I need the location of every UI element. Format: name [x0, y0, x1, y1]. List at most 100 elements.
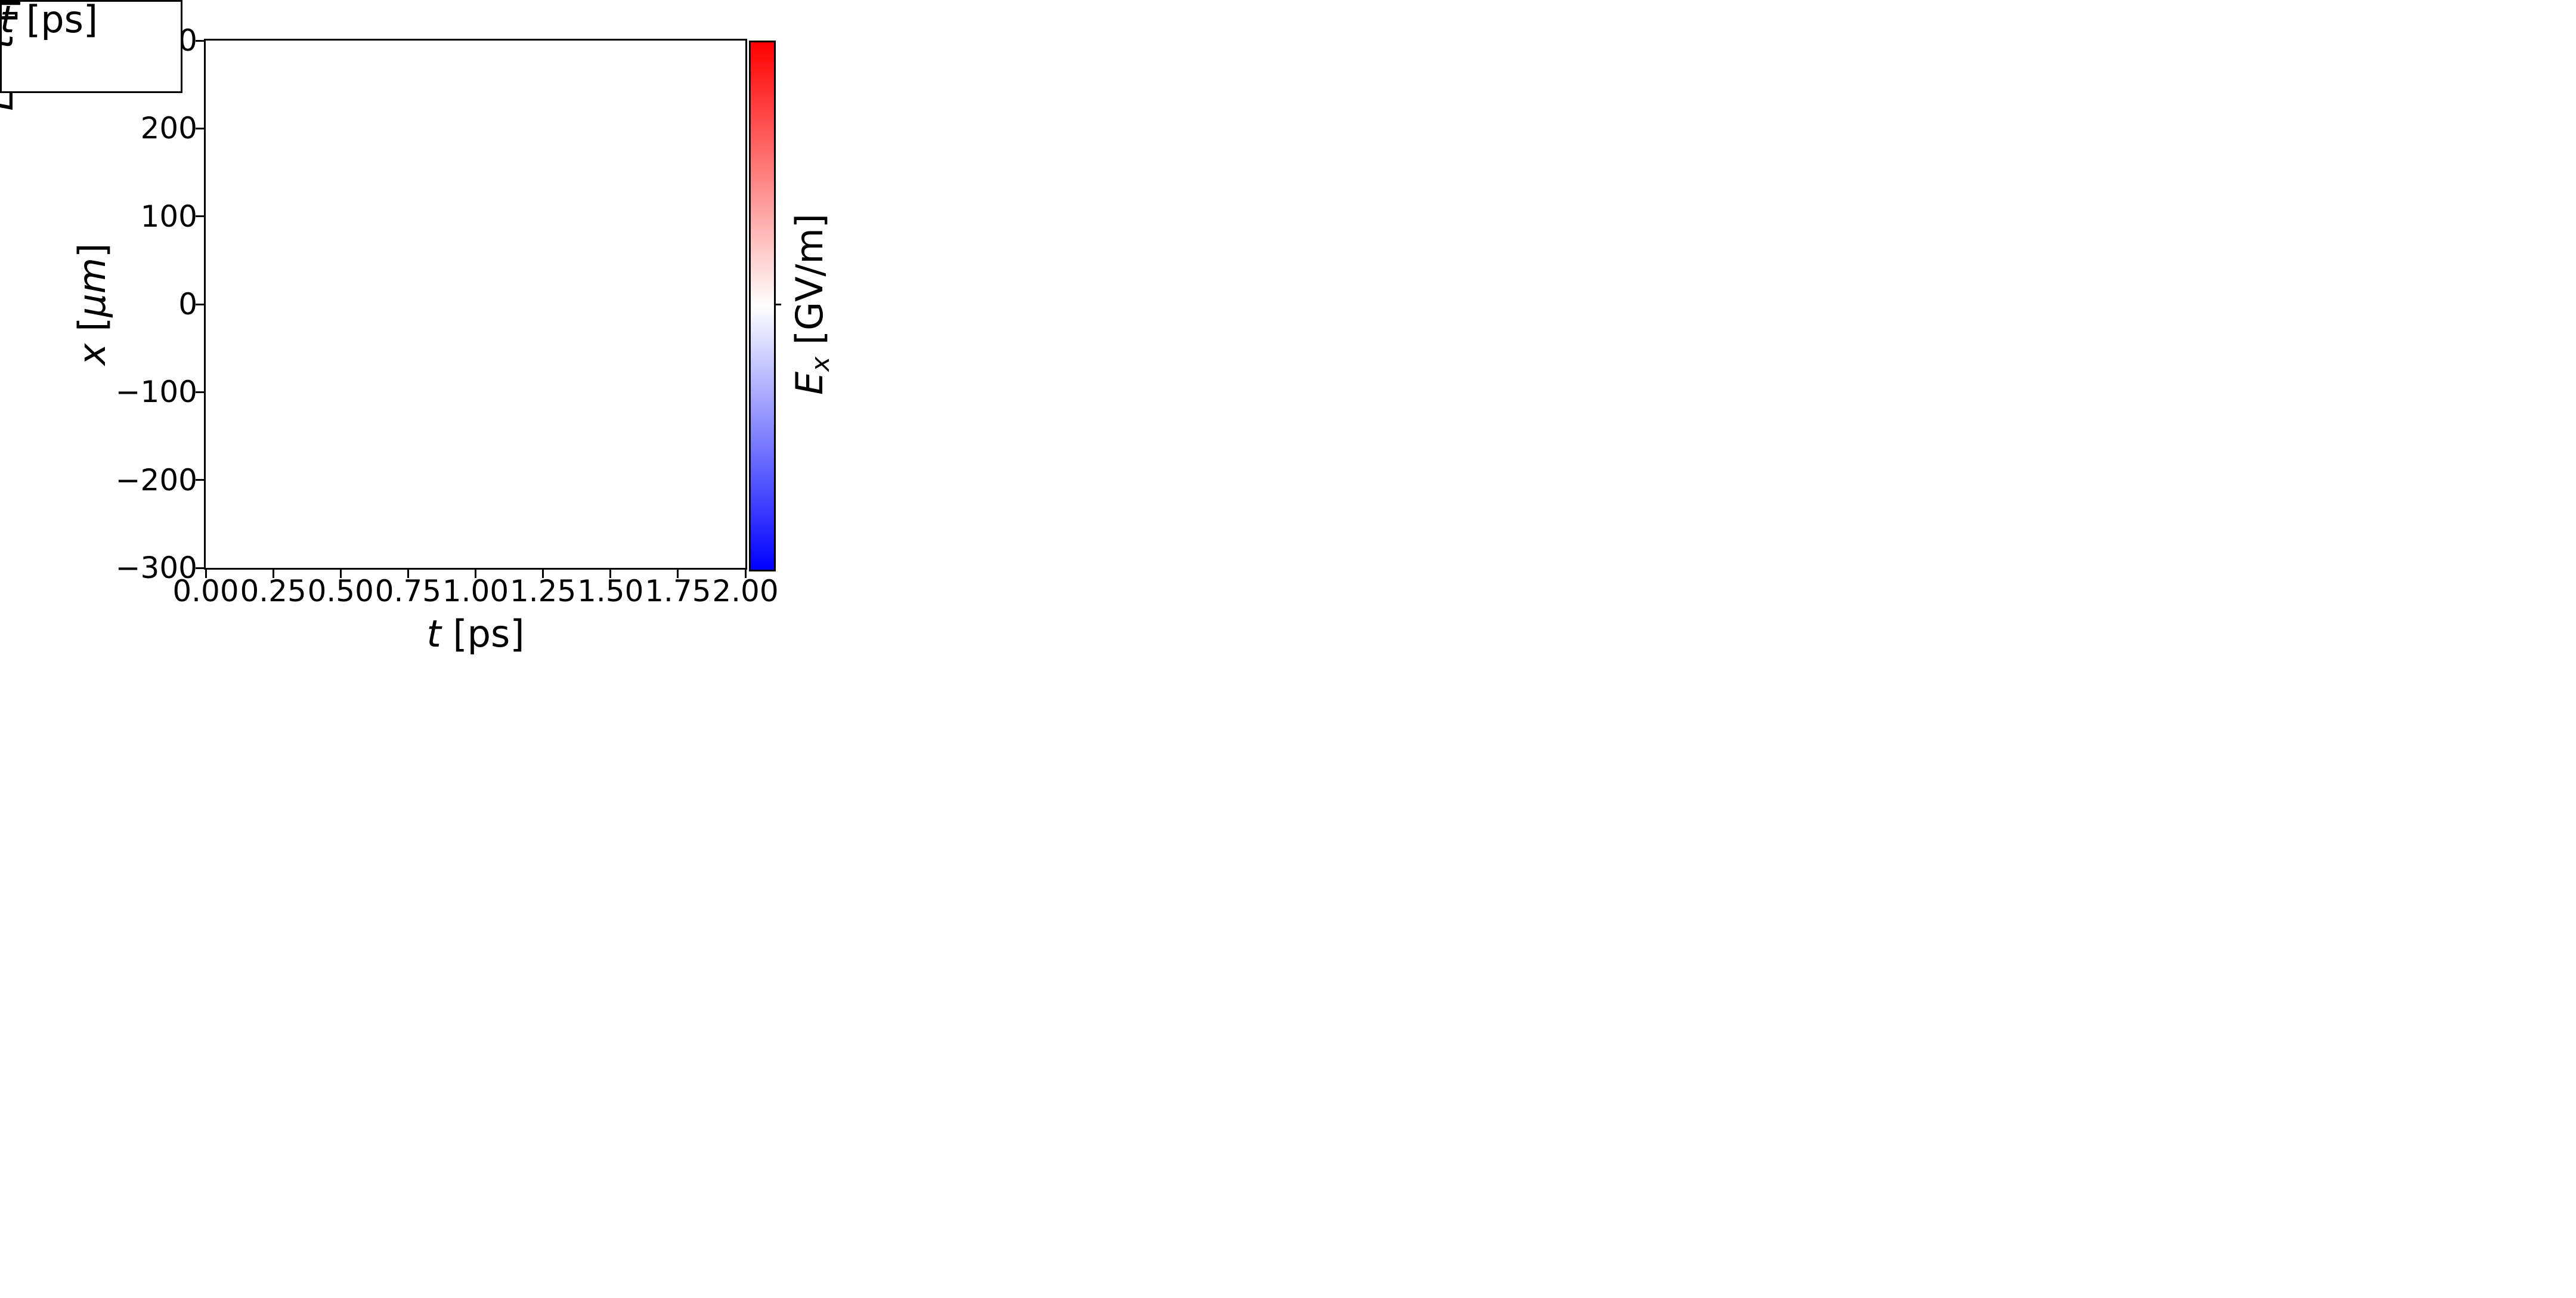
x-tick-label: 1.00: [442, 574, 509, 608]
label-segment: x: [0, 39, 21, 61]
label-segment: [ps]: [14, 0, 98, 41]
label-segment: t: [0, 0, 15, 41]
label-segment: ]: [70, 243, 114, 258]
label-segment: Ek W: [0, 18, 22, 111]
y-tick-label: 100: [140, 199, 197, 234]
label-segment: y: [0, 52, 20, 67]
vx-colorbar: [0, 0, 4, 4]
x-tick-mark: [609, 570, 612, 578]
y-axis-label: x [μm]: [70, 243, 114, 366]
vx-scatter-canvas: [2, 2, 181, 91]
energy-scatter-canvas: [2, 2, 181, 91]
x-tick-label: 1.50: [577, 574, 644, 608]
x-axis-label: t [ps]: [0, 0, 98, 39]
x-axis-label: t [ps]: [0, 0, 98, 39]
label-segment: [ps]: [0, 0, 21, 35]
ey-colorbar: [0, 0, 4, 4]
label-segment: μm: [0, 0, 21, 13]
label-segment: t: [426, 612, 441, 656]
y-tick-labels: 300 200 100 0 −100 −200 −300: [92, 23, 197, 585]
label-segment: y: [0, 12, 20, 27]
y-tick-label: −300: [115, 551, 197, 585]
x-tick-mark: [744, 570, 747, 578]
x-tick-mark: [542, 570, 544, 578]
label-segment: [ps]: [14, 0, 98, 41]
label-segment: [GV/m]: [0, 0, 16, 52]
x-axis-label: t [ps]: [0, 0, 98, 39]
label-segment: [GV/m]: [788, 214, 832, 357]
colorbar-mid-tick: [774, 303, 781, 305]
label-segment: t: [0, 0, 15, 41]
y-tick-mark: [196, 215, 204, 218]
vx-scatter-plot: [0, 0, 182, 93]
ex-colorbar: [749, 41, 776, 571]
label-segment: E: [788, 371, 832, 395]
bz-colorbar-label: Bz [T]: [0, 0, 25, 51]
x-tick-label: 2.00: [712, 574, 779, 608]
label-segment: x: [0, 39, 21, 61]
label-segment: [ps]: [14, 0, 98, 41]
energy-colorbar-label: t [ps]: [0, 0, 21, 49]
x-tick-mark: [475, 570, 476, 578]
label-segment: [ps]: [441, 612, 525, 656]
label-segment: x: [805, 356, 835, 372]
energy-scatter-plot: [0, 0, 182, 93]
ex-colorbar-label: Ex [GV/m]: [788, 214, 840, 395]
label-segment: v: [0, 27, 16, 49]
x-tick-mark: [339, 570, 342, 578]
y-axis-label: x [μm]: [0, 0, 21, 61]
label-segment: [: [0, 0, 16, 12]
bz-heatmap-plot: [0, 0, 182, 93]
y-tick-label: −100: [115, 375, 197, 410]
x-tick-mark: [272, 570, 274, 578]
x-tick-label: 0.25: [240, 574, 306, 608]
x-tick-labels: 0.00 0.25 0.50 0.75 1.00 1.25 1.50 1.75 2.00: [172, 574, 778, 608]
label-segment: t: [0, 35, 21, 49]
ey-heatmap-plot: [0, 0, 182, 93]
label-segment: B: [0, 26, 16, 51]
label-segment: z: [0, 13, 20, 26]
label-segment: [: [0, 0, 21, 18]
label-segment: [ps]: [14, 0, 98, 41]
y-tick-mark: [196, 391, 204, 393]
y-tick-label: 300: [140, 23, 197, 58]
label-segment: [T]: [0, 0, 16, 13]
y-tick-mark: [196, 127, 204, 129]
label-segment: [: [0, 13, 21, 39]
label-segment: v: [0, 27, 16, 49]
x-tick-label: 1.75: [645, 574, 711, 608]
vy-colorbar-label: t [ps]: [0, 0, 21, 49]
x-axis-label: t [ps]: [206, 614, 745, 654]
y-tick-mark: [196, 39, 204, 42]
energy-colorbar: [0, 0, 4, 4]
label-segment: t: [0, 35, 21, 49]
ey-heatmap-canvas: [2, 2, 181, 91]
x-axis-label: t [ps]: [0, 0, 98, 39]
x-tick-mark: [677, 570, 679, 578]
x-tick-mark: [205, 570, 207, 578]
label-segment: μm: [0, 0, 21, 13]
label-segment: [: [0, 13, 21, 39]
y-tick-label: 0: [178, 287, 197, 322]
y-tick-mark: [196, 303, 204, 305]
x-tick-label: 0.00: [172, 574, 239, 608]
label-segment: μm: [70, 257, 114, 317]
label-segment: t: [0, 0, 15, 41]
label-segment: [ps]: [0, 0, 21, 35]
label-segment: E: [0, 67, 16, 91]
label-segment: t: [0, 35, 21, 49]
vy-colorbar: [0, 0, 4, 4]
y-tick-label: 200: [140, 111, 197, 146]
x-tick-label: 1.25: [509, 574, 577, 608]
label-segment: [ps]: [0, 0, 21, 35]
x-axis-label: t [ps]: [0, 0, 98, 39]
y-axis-label: vy [c]: [0, 0, 25, 49]
ex-heatmap-canvas: [206, 41, 745, 568]
y-tick-mark: [196, 567, 204, 569]
label-segment: [ps]: [14, 0, 98, 41]
